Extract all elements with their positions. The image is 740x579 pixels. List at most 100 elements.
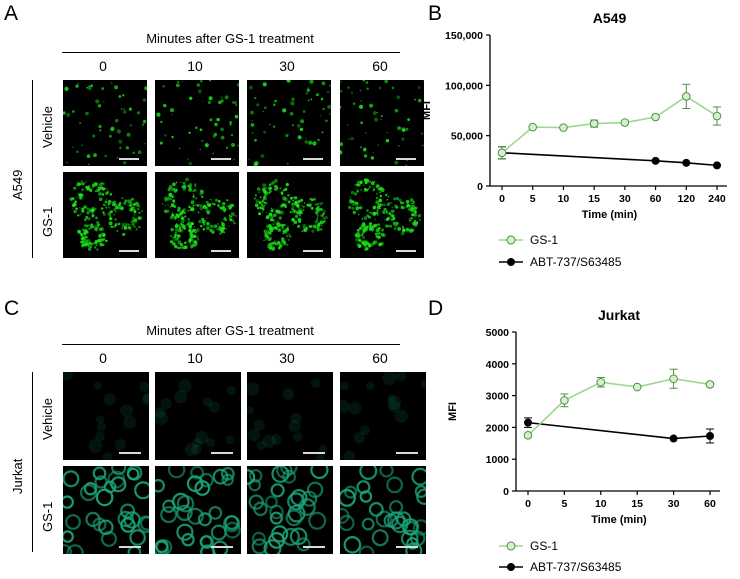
data-point-gs1 (620, 118, 630, 127)
legend-b-abt-marker (499, 258, 523, 266)
data-point-gs1 (632, 382, 642, 392)
panel-c-col-0: 0 (99, 350, 107, 366)
scale-bar (396, 546, 418, 548)
legend-d-gs1-marker (499, 541, 523, 551)
panel-a-row-vehicle: Vehicle (40, 106, 55, 148)
x-tick-label: 15 (631, 498, 643, 510)
scale-bar (396, 452, 418, 454)
panel-a-col-60: 60 (372, 58, 388, 74)
legend-b-gs1: GS-1 (498, 233, 558, 247)
y-tick-label: 0 (503, 486, 509, 498)
panel-a-col-10: 10 (187, 58, 203, 74)
x-tick-label: 60 (650, 193, 662, 205)
panel-a-row-rule (32, 80, 33, 258)
x-tick-label: 30 (668, 498, 680, 510)
scale-bar (119, 250, 139, 252)
series-line (501, 151, 718, 167)
panel-letter-a: A (4, 2, 19, 25)
y-tick-label: 100,000 (445, 80, 483, 92)
chart-jurkat: Jurkat 0 1000 2000 3000 4000 5000 0 5 10 15 30 60 Tim… (447, 307, 720, 526)
legend-b-gs1-marker (499, 235, 523, 245)
chart-title: A549 (593, 10, 627, 26)
data-point-abt (682, 158, 691, 167)
data-point-abt (651, 156, 660, 165)
panel-a-vehicle-image (340, 80, 424, 166)
x-tick-label: 5 (561, 498, 567, 510)
panel-a-vehicle-image (247, 80, 331, 166)
scale-bar (119, 158, 139, 160)
y-tick-label: 150,000 (445, 30, 483, 42)
x-axis-label: Time (min) (582, 209, 638, 221)
panel-c-gs1-image (247, 466, 333, 554)
x-tick-label: 120 (678, 193, 696, 205)
panel-c-vehicle-image (247, 372, 333, 460)
panel-a-header-rule (62, 52, 400, 53)
legend-d-gs1: GS-1 (498, 539, 558, 553)
scale-bar (211, 452, 233, 454)
panel-c-row-gs1: GS-1 (40, 501, 55, 532)
panel-c-vehicle-image (63, 372, 149, 460)
scale-bar (119, 546, 141, 548)
panel-letter-b: B (428, 2, 443, 25)
panel-c-gs1-image (63, 466, 149, 554)
data-point-gs1 (528, 122, 538, 132)
panel-a-col-30: 30 (279, 58, 295, 74)
y-axis-label: MFI (421, 101, 433, 120)
data-point-gs1 (497, 148, 507, 158)
data-point-abt (669, 434, 678, 443)
scale-bar (303, 250, 323, 252)
y-tick-label: 1000 (486, 454, 510, 466)
panel-a-gs1-image (63, 172, 147, 258)
scale-bar (303, 158, 323, 160)
scale-bar (211, 546, 233, 548)
panel-c-gs1-image (340, 466, 426, 554)
panel-a-gs1-image (340, 172, 424, 258)
data-point-gs1 (559, 123, 568, 132)
y-tick-label: 3000 (486, 391, 510, 403)
x-tick-label: 0 (525, 498, 531, 510)
legend-d-abt-label: ABT-737/S63485 (530, 560, 622, 574)
scale-bar (211, 158, 231, 160)
legend-d-abt-marker (499, 563, 523, 571)
scale-bar (396, 158, 416, 160)
scale-bar (303, 546, 325, 548)
legend-b-abt-label: ABT-737/S63485 (530, 255, 622, 269)
data-point-gs1 (651, 112, 660, 122)
x-tick-label: 5 (530, 193, 536, 205)
panel-c-col-60: 60 (372, 350, 388, 366)
x-tick-label: 60 (704, 498, 716, 510)
data-point-gs1 (669, 374, 678, 384)
series-line (527, 377, 711, 436)
panel-a-vehicle-image (155, 80, 239, 166)
panel-c-row-rule (32, 372, 33, 552)
y-tick-label: 4000 (486, 359, 510, 371)
scale-bar (396, 250, 416, 252)
y-tick-label: 2000 (486, 422, 510, 434)
y-axis-label: MFI (447, 402, 459, 421)
panel-c-gs1-image (155, 466, 241, 554)
x-tick-label: 0 (499, 193, 505, 205)
panel-c-col-10: 10 (187, 350, 203, 366)
panel-c-header-rule (62, 344, 400, 345)
y-tick-label: 50,000 (451, 131, 483, 143)
panel-a-gs1-image (247, 172, 331, 258)
panel-a-row-gs1: GS-1 (40, 206, 55, 237)
panel-c-vehicle-image (340, 372, 426, 460)
panel-c-row-vehicle: Vehicle (40, 398, 55, 440)
legend-b-gs1-label: GS-1 (530, 233, 559, 247)
x-axis-label: Time (min) (591, 514, 647, 526)
data-point-gs1 (589, 119, 599, 128)
data-point-gs1 (712, 111, 722, 121)
legend-d-gs1-label: GS-1 (530, 539, 559, 553)
panel-letter-d: D (428, 297, 444, 320)
panel-c-header: Minutes after GS-1 treatment (146, 323, 314, 338)
x-tick-label: 15 (588, 193, 600, 205)
series-line (501, 95, 718, 154)
data-point-abt (706, 431, 714, 440)
panel-c-vehicle-image (155, 372, 241, 460)
panel-a-header: Minutes after GS-1 treatment (146, 31, 314, 46)
panel-a-gs1-image (155, 172, 239, 258)
scale-bar (119, 452, 141, 454)
x-tick-label: 30 (619, 193, 631, 205)
chart-title: Jurkat (598, 307, 640, 323)
